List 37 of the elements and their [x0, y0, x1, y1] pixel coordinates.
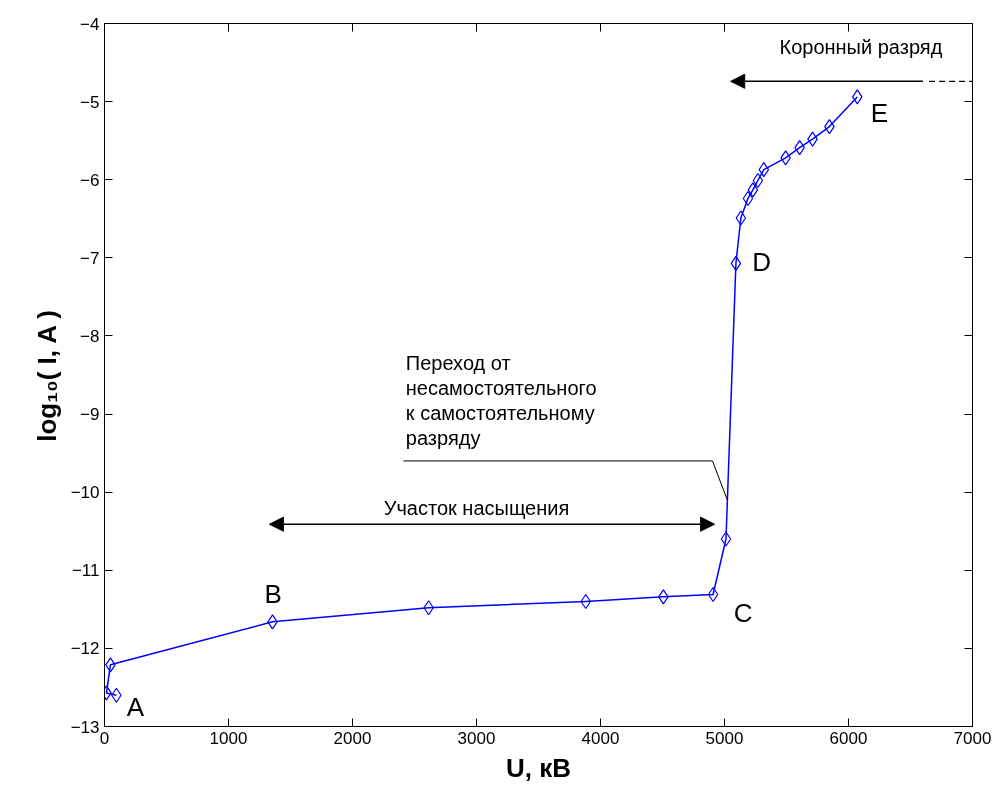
- x-axis-title: U, кВ: [505, 752, 572, 783]
- y-tick-label: −7: [80, 248, 100, 268]
- annotation: C: [733, 598, 753, 629]
- y-tick-label: −5: [80, 92, 100, 112]
- annotation: B: [264, 578, 282, 609]
- annotation: A: [126, 691, 145, 722]
- y-tick-label: −10: [70, 483, 100, 503]
- y-tick-label: −13: [70, 717, 100, 737]
- point: [742, 190, 754, 207]
- point: [752, 172, 764, 189]
- x-tick-label: 4000: [581, 728, 620, 748]
- y-tick-label: −8: [80, 326, 100, 346]
- y-tick-label: −6: [80, 170, 100, 190]
- point: [707, 586, 719, 603]
- x-tick-label: 7000: [953, 728, 992, 748]
- point: [747, 182, 759, 198]
- x-tick-label: 3000: [457, 728, 496, 748]
- point: [730, 255, 742, 271]
- x-tick-label: 1000: [209, 728, 248, 748]
- y-tick-label: −11: [71, 561, 100, 581]
- annotation: D: [752, 246, 772, 277]
- y-axis-title: log₁₀( I, A ): [31, 310, 62, 442]
- annotation: Участок насыщения: [383, 496, 570, 519]
- y-tick-label: −4: [80, 14, 100, 34]
- x-tick-label: 5000: [705, 728, 744, 748]
- x-tick-label: 0: [99, 728, 110, 748]
- annotation: E: [870, 98, 889, 129]
- annotation: Коронный разряд: [779, 35, 943, 58]
- x-tick-label: 6000: [829, 728, 868, 748]
- annotation: Переход от несамостоятельного к самостоятельному разряду: [405, 351, 597, 450]
- x-tick-label: 2000: [333, 728, 372, 748]
- point: [735, 210, 747, 226]
- point: [758, 161, 770, 178]
- point: [720, 531, 732, 547]
- point: [580, 593, 592, 610]
- y-tick-label: −9: [80, 405, 100, 425]
- y-tick-label: −12: [70, 639, 100, 659]
